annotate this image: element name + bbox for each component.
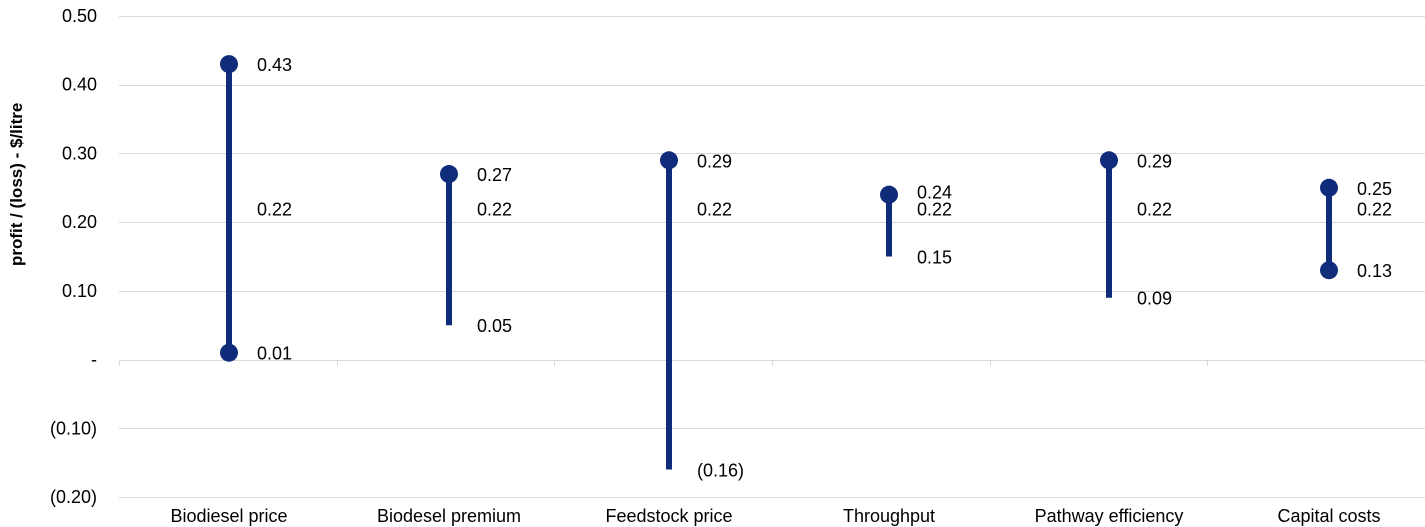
base-value-label: 0.22 <box>1357 199 1392 219</box>
low-value-label: 0.01 <box>257 344 292 364</box>
high-value-label: 0.29 <box>1137 151 1172 171</box>
y-tick-label: 0.30 <box>62 143 97 163</box>
high-value-label: 0.43 <box>257 55 292 75</box>
low-marker <box>1320 261 1338 280</box>
high-marker <box>220 55 238 74</box>
x-tick-label: Capital costs <box>1277 506 1380 526</box>
low-value-label: 0.15 <box>917 248 952 268</box>
high-marker <box>1320 178 1338 197</box>
x-tick-label: Throughput <box>843 506 935 526</box>
x-tick-label: Biodiesel price <box>170 506 287 526</box>
low-value-label: 0.05 <box>477 316 512 336</box>
y-tick-label: - <box>91 350 97 370</box>
base-value-label: 0.22 <box>477 199 512 219</box>
x-tick-label: Feedstock price <box>605 506 732 526</box>
x-tick-label: Pathway efficiency <box>1035 506 1184 526</box>
high-value-label: 0.29 <box>697 151 732 171</box>
y-tick-label: 0.50 <box>62 6 97 26</box>
base-value-label: 0.22 <box>1137 199 1172 219</box>
data-labels: 0.43 0.22 0.01 0.27 0.22 0.05 0.29 0.22 (0.16) 0.… <box>257 55 1392 480</box>
high-marker <box>660 151 678 170</box>
high-value-label: 0.24 <box>917 182 952 202</box>
base-value-label: 0.22 <box>917 199 952 219</box>
base-value-label: 0.22 <box>697 199 732 219</box>
x-tick-label: Biodesel premium <box>377 506 521 526</box>
high-value-label: 0.25 <box>1357 179 1392 199</box>
y-axis-ticks: 0.50 0.40 0.30 0.20 0.10 - (0.10) (0.20) <box>50 6 97 507</box>
low-value-label: 0.09 <box>1137 289 1172 309</box>
gridlines <box>119 16 1425 498</box>
low-value-label: (0.16) <box>697 461 744 481</box>
y-tick-label: 0.10 <box>62 281 97 301</box>
low-value-label: 0.13 <box>1357 261 1392 281</box>
y-tick-label: (0.20) <box>50 487 97 507</box>
y-tick-label: (0.10) <box>50 418 97 438</box>
y-axis-title: profit / (loss) - $/litre <box>7 103 26 266</box>
high-value-label: 0.27 <box>477 165 512 185</box>
high-marker <box>880 185 898 204</box>
y-tick-label: 0.20 <box>62 212 97 232</box>
low-marker <box>220 343 238 362</box>
high-marker <box>440 165 458 184</box>
y-tick-label: 0.40 <box>62 75 97 95</box>
x-axis-ticks: Biodiesel price Biodesel premium Feedstock… <box>170 506 1380 526</box>
range-bars <box>220 55 1338 470</box>
base-value-label: 0.22 <box>257 199 292 219</box>
high-marker <box>1100 151 1118 170</box>
